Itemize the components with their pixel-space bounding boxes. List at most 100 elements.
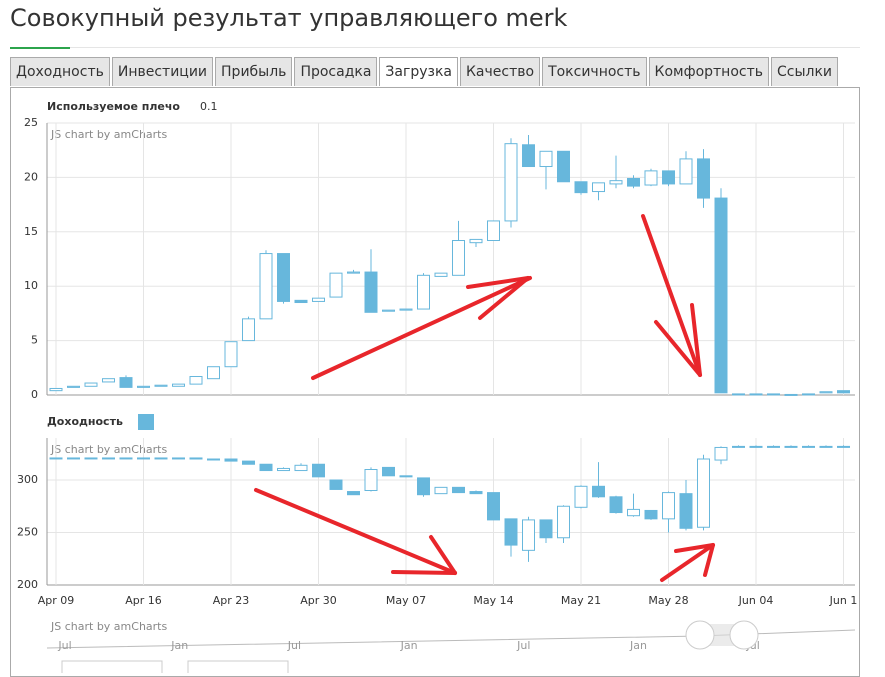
navigator-watermark: JS chart by amCharts — [50, 620, 167, 633]
candle-body — [364, 469, 378, 491]
x-tick-label: Jun 04 — [738, 594, 774, 607]
candle-body — [539, 519, 553, 539]
candle-body — [837, 390, 850, 394]
candle-body — [469, 238, 483, 244]
candle-body — [399, 475, 413, 478]
candle-body — [592, 182, 605, 193]
candle-body — [539, 150, 553, 168]
candle-body — [469, 491, 483, 495]
candle-body — [662, 170, 675, 185]
candle-body — [417, 274, 430, 310]
annotation-arrow — [674, 543, 715, 553]
candle-body — [224, 341, 238, 368]
candle-body — [434, 272, 448, 277]
candle-body — [644, 509, 658, 520]
candle-body — [557, 150, 570, 183]
candle-body — [627, 508, 640, 517]
candle-body — [84, 382, 98, 387]
candle-body — [119, 377, 133, 388]
candle-body — [67, 385, 80, 388]
candle-body — [819, 391, 833, 394]
navigator-label: Jul — [516, 639, 530, 652]
candle-body — [714, 197, 728, 394]
candle-body — [207, 366, 220, 380]
tab-bar: Доходность Инвестиции Прибыль Просадка Загру… — [10, 57, 839, 86]
annotation-arrow — [466, 276, 530, 289]
candle-body — [172, 457, 185, 460]
candle-body — [312, 463, 325, 478]
candle-body — [49, 387, 63, 392]
candle-body — [329, 272, 343, 298]
candle-body — [627, 177, 640, 187]
candle-body — [364, 271, 378, 313]
candle-body — [189, 457, 203, 460]
tab[interactable]: Просадка — [294, 57, 378, 86]
annotation-arrow — [391, 570, 457, 575]
divider-accent — [10, 47, 70, 49]
candle-body — [259, 253, 273, 320]
candle-body — [67, 457, 80, 460]
candle-body — [487, 220, 500, 242]
candle-body — [802, 445, 815, 448]
candle-body — [732, 393, 745, 396]
tab[interactable]: Прибыль — [215, 57, 293, 86]
candle-body — [294, 464, 308, 472]
candle-body — [137, 457, 150, 460]
watermark: JS chart by amCharts — [50, 443, 167, 456]
candle-body — [609, 496, 623, 514]
tab[interactable]: Ссылки — [771, 57, 839, 86]
annotation-arrow — [254, 488, 457, 575]
candle-body — [172, 383, 185, 387]
candle-body — [452, 240, 465, 276]
navigator-label: Jul — [57, 639, 71, 652]
annotation-arrow — [641, 214, 702, 377]
tab[interactable]: Инвестиции — [111, 57, 214, 86]
candle-body — [697, 158, 710, 199]
navigator-handle[interactable] — [685, 620, 715, 650]
navigator-label: Jan — [170, 639, 188, 652]
legend-label: Используемое плечо — [47, 100, 180, 113]
candle-body — [504, 143, 518, 222]
candle-body — [277, 253, 290, 302]
candle-body — [609, 180, 623, 185]
candle-body — [119, 457, 133, 460]
y-tick-label: 15 — [24, 225, 38, 238]
x-tick-label: May 21 — [561, 594, 601, 607]
candle-body — [714, 446, 728, 461]
candle-body — [767, 445, 780, 448]
candle-body — [749, 393, 763, 396]
candle-body — [504, 518, 518, 546]
candle-body — [802, 393, 815, 396]
tab[interactable]: Доходность — [10, 57, 110, 86]
tab[interactable]: Качество — [459, 57, 541, 86]
navigator-label: Jan — [400, 639, 418, 652]
candle-body — [137, 385, 150, 388]
candle-body — [189, 376, 203, 385]
candle-body — [49, 457, 63, 460]
tab[interactable]: Комфортность — [648, 57, 769, 86]
y-tick-label: 0 — [31, 388, 38, 401]
candle-body — [347, 491, 360, 496]
x-tick-label: May 14 — [473, 594, 513, 607]
candle-body — [452, 486, 465, 494]
candle-body — [679, 158, 693, 185]
legend-value: 0.1 — [200, 100, 218, 113]
candle-body — [242, 460, 255, 465]
y-tick-label: 5 — [31, 334, 38, 347]
y-tick-label: 20 — [24, 170, 38, 183]
navigator-label: Jul — [287, 639, 301, 652]
candle-body — [522, 519, 535, 551]
x-tick-label: Apr 16 — [125, 594, 162, 607]
candle-body — [259, 463, 273, 472]
candle-body — [767, 393, 780, 396]
navigator-handle[interactable] — [729, 620, 759, 650]
legend-swatch — [138, 414, 154, 430]
candle-body — [382, 309, 395, 312]
candle-body — [277, 467, 290, 472]
tab[interactable]: Токсичность — [542, 57, 647, 86]
y-tick-label: 25 — [24, 116, 38, 129]
input-box — [187, 660, 289, 673]
y-tick-label: 300 — [17, 473, 38, 486]
tab[interactable]: Загрузка — [379, 57, 458, 86]
